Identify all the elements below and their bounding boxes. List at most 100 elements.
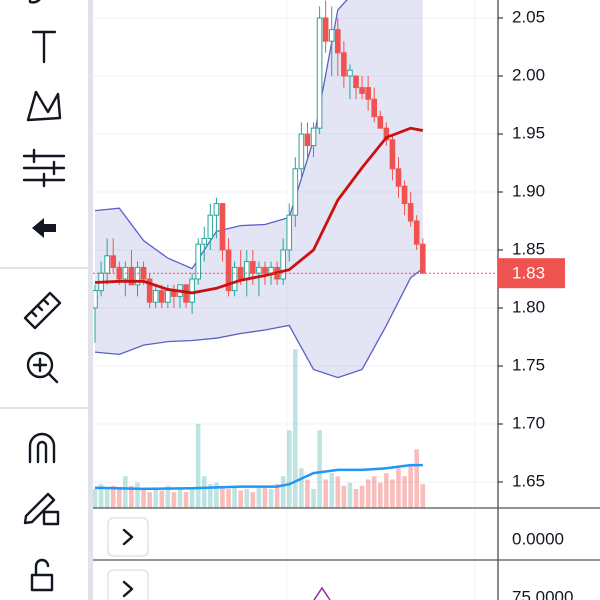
candle-body (195, 243, 201, 280)
volume-bar (165, 485, 171, 508)
candle-body (292, 168, 299, 216)
y-tick-label: 1.80 (512, 297, 545, 316)
zoom-tool[interactable] (26, 351, 54, 379)
volume-bar (359, 485, 365, 508)
candle-body (262, 266, 268, 274)
candle-body (134, 266, 141, 286)
volume-bar (305, 479, 310, 508)
y-tick-label: 2.05 (512, 7, 545, 26)
pattern-tool[interactable] (26, 90, 62, 122)
expand-button[interactable] (107, 517, 149, 557)
volume-ma (94, 463, 423, 491)
candle-body (347, 69, 353, 77)
ruler-tool[interactable] (23, 291, 62, 330)
text-tool[interactable] (31, 30, 57, 64)
volume-bar (299, 468, 304, 508)
pane-scale-label: 75.0000 (512, 587, 573, 600)
candle-body (383, 127, 390, 141)
volume-bar (329, 473, 335, 508)
volume-bar (189, 487, 195, 508)
volume-bar (286, 430, 292, 508)
volume-bar (377, 482, 383, 508)
zoom-tool-detail (32, 357, 59, 384)
volume-bar (208, 484, 213, 508)
volume-bar (183, 492, 189, 508)
candle-body (286, 214, 293, 251)
price-axis: 2.05 2.00 1.95 1.90 1.85 1.80 1.75 1.70 1.65 (93, 0, 545, 600)
lock-tool[interactable] (30, 558, 54, 592)
y-tick-label: 2.00 (512, 65, 545, 84)
y-tick-label: 1.65 (512, 471, 545, 490)
candle-body (213, 203, 220, 216)
toolbar-divider (88, 0, 93, 600)
measure-tool[interactable] (22, 148, 66, 188)
volume-bar (420, 484, 426, 508)
volume-bar (141, 488, 146, 508)
last-price-label: 1.83 (512, 264, 545, 283)
band-middle (94, 126, 424, 295)
volume-bar (414, 449, 420, 508)
y-tick-label: 1.70 (512, 413, 545, 432)
tool-icon[interactable] (28, 0, 42, 4)
candle-body (316, 17, 323, 129)
lock-drawings[interactable] (23, 492, 60, 526)
volume-bar (110, 485, 116, 508)
candle-body (93, 290, 98, 309)
volume-bar (396, 468, 401, 508)
candle-body (341, 52, 347, 77)
last-price-tag (498, 258, 565, 289)
candle-body (407, 203, 414, 222)
candle-body (365, 87, 371, 100)
volume-bar (220, 485, 225, 508)
chevron (122, 580, 134, 598)
volume-bar (274, 484, 280, 508)
candle-body (225, 249, 232, 292)
candle-body (371, 98, 378, 118)
volume-bar (129, 485, 134, 508)
candle-body (395, 168, 402, 187)
volume-bar (335, 476, 341, 508)
candle-body (335, 29, 341, 54)
band-lower (94, 268, 424, 379)
volume-bar (232, 485, 237, 508)
candle-body (146, 278, 153, 303)
volume-bar (384, 473, 389, 508)
candle-body (201, 237, 208, 245)
pane-scale-label: 0.0000 (512, 529, 564, 548)
candle-body (353, 75, 359, 89)
volume-bar (147, 492, 152, 508)
volume-bar (226, 488, 231, 508)
back-arrow[interactable] (32, 218, 56, 238)
candle-body (110, 255, 117, 268)
candle-body (322, 17, 329, 42)
volume-bar (214, 482, 219, 508)
candle-body (401, 185, 408, 205)
volume-bar (238, 490, 243, 508)
volume-bar (177, 488, 183, 508)
candle-body (377, 116, 384, 129)
volume-bar (390, 479, 395, 508)
candle-body (359, 87, 365, 94)
candle-body (231, 266, 238, 292)
candle-body (243, 261, 250, 280)
magnet-tool[interactable] (28, 432, 56, 464)
y-tick-label: 1.90 (512, 181, 545, 200)
band-fill (95, 0, 423, 378)
volume-bar (98, 484, 104, 508)
volume-bar (293, 349, 298, 508)
volume-bar (135, 482, 140, 508)
volume-bar (268, 488, 274, 508)
volume-bar (123, 476, 128, 508)
volume-bar (402, 476, 407, 508)
volume-bar (280, 476, 286, 508)
candle-body (389, 139, 396, 170)
candle-body (419, 243, 426, 274)
candle-body (280, 249, 286, 280)
volume-bar (159, 490, 165, 508)
candle-body (165, 290, 171, 303)
volume-bar (353, 488, 359, 508)
volume-bar (365, 479, 371, 508)
candle-body (413, 220, 420, 245)
toolbar (0, 0, 88, 592)
